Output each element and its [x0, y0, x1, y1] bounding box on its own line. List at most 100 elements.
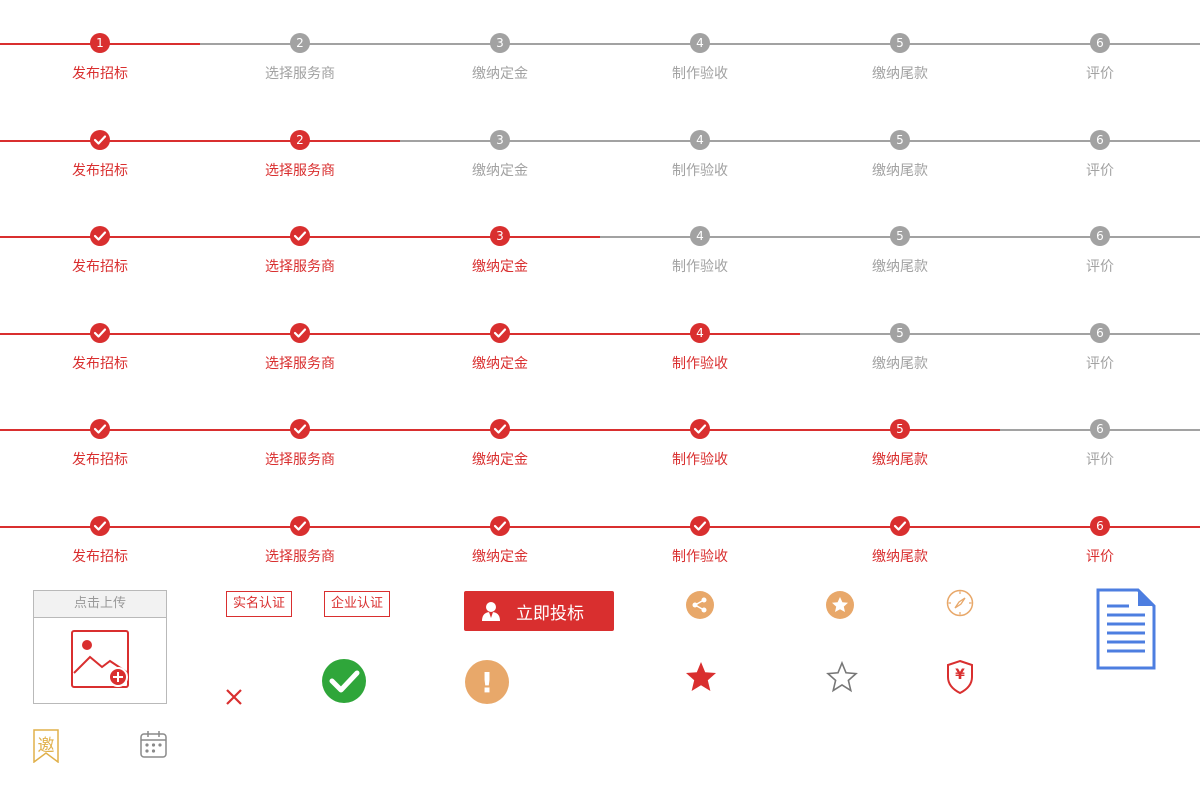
step-number-badge: 3	[490, 33, 510, 53]
step-label: 缴纳定金	[472, 549, 528, 565]
step-label: 缴纳尾款	[872, 356, 928, 372]
step-label: 评价	[1086, 452, 1114, 468]
step-label: 缴纳尾款	[872, 549, 928, 565]
step-check-icon	[90, 130, 110, 150]
step-number: 6	[1096, 133, 1104, 147]
step-number-badge: 2	[290, 130, 310, 150]
step-progress-row: 1 发布招标 2 选择服务商 3 缴纳定金 4 制作验收 5 缴纳尾款 6 评价	[0, 33, 1200, 93]
progress-line-completed	[0, 333, 800, 335]
share-icon[interactable]	[686, 591, 714, 619]
upload-label: 点击上传	[34, 591, 166, 618]
invite-ribbon-icon[interactable]: 邀	[33, 729, 59, 763]
step-number-badge: 6	[1090, 33, 1110, 53]
step-label: 发布招标	[72, 549, 128, 565]
step-number-badge: 4	[690, 323, 710, 343]
step-number: 4	[696, 36, 704, 50]
step-number: 6	[1096, 326, 1104, 340]
invite-char: 邀	[37, 736, 55, 756]
step-check-icon	[290, 516, 310, 536]
step-number-badge: 5	[890, 130, 910, 150]
step-number: 5	[896, 133, 904, 147]
image-upload-box[interactable]: 点击上传	[33, 590, 167, 704]
step-label: 评价	[1086, 163, 1114, 179]
step-label: 发布招标	[72, 452, 128, 468]
step-check-icon	[90, 419, 110, 439]
step-label: 制作验收	[672, 259, 728, 275]
step-number-badge: 6	[1090, 419, 1110, 439]
step-label: 缴纳尾款	[872, 66, 928, 82]
step-number-badge: 3	[490, 226, 510, 246]
step-check-icon	[490, 516, 510, 536]
step-label: 选择服务商	[265, 66, 335, 82]
calendar-icon[interactable]	[140, 730, 167, 758]
star-badge-icon[interactable]	[826, 591, 854, 619]
step-progress-row: 发布招标 选择服务商 缴纳定金 4 制作验收 5 缴纳尾款 6 评价	[0, 323, 1200, 383]
step-label: 制作验收	[672, 549, 728, 565]
step-check-icon	[90, 516, 110, 536]
step-number: 5	[896, 36, 904, 50]
step-number-badge: 4	[690, 226, 710, 246]
star-filled-icon[interactable]	[684, 660, 718, 694]
step-number: 4	[696, 326, 704, 340]
step-label: 选择服务商	[265, 549, 335, 565]
bid-now-label: 立即投标	[516, 603, 584, 624]
step-number: 6	[1096, 229, 1104, 243]
close-icon[interactable]	[225, 688, 243, 706]
star-outline-icon[interactable]	[825, 660, 859, 694]
step-number: 2	[296, 36, 304, 50]
step-number-badge: 5	[890, 323, 910, 343]
step-label: 缴纳尾款	[872, 259, 928, 275]
progress-line-pending	[400, 140, 1200, 142]
step-number: 5	[896, 229, 904, 243]
step-progress-row: 发布招标 选择服务商 缴纳定金 制作验收 缴纳尾款 6 评价	[0, 516, 1200, 576]
step-check-icon	[490, 419, 510, 439]
yuan-shield-icon[interactable]: ¥	[945, 659, 975, 695]
progress-line-pending	[800, 333, 1200, 335]
step-label: 缴纳尾款	[872, 163, 928, 179]
progress-line-completed	[0, 526, 1200, 528]
compass-icon[interactable]	[946, 589, 974, 617]
step-check-icon	[490, 323, 510, 343]
step-label: 发布招标	[72, 66, 128, 82]
real-name-verification-tag[interactable]: 实名认证	[226, 591, 293, 617]
step-number: 1	[96, 36, 104, 50]
step-number-badge: 4	[690, 33, 710, 53]
step-label: 选择服务商	[265, 163, 335, 179]
step-label: 缴纳定金	[472, 163, 528, 179]
step-label: 制作验收	[672, 452, 728, 468]
check-circle-icon	[322, 659, 366, 703]
step-label: 缴纳定金	[472, 356, 528, 372]
step-label: 选择服务商	[265, 452, 335, 468]
step-number: 3	[496, 133, 504, 147]
step-number: 5	[896, 326, 904, 340]
step-number-badge: 6	[1090, 130, 1110, 150]
step-number-badge: 5	[890, 419, 910, 439]
step-number: 2	[296, 133, 304, 147]
step-label: 评价	[1086, 66, 1114, 82]
step-number-badge: 6	[1090, 323, 1110, 343]
enterprise-verification-tag[interactable]: 企业认证	[324, 591, 391, 617]
step-check-icon	[90, 226, 110, 246]
person-icon	[482, 602, 500, 621]
step-label: 评价	[1086, 549, 1114, 565]
step-label: 缴纳定金	[472, 452, 528, 468]
step-number-badge: 6	[1090, 226, 1110, 246]
yuan-symbol: ¥	[955, 667, 965, 683]
document-icon[interactable]	[1096, 588, 1156, 670]
step-number: 4	[696, 133, 704, 147]
step-check-icon	[690, 419, 710, 439]
step-number-badge: 5	[890, 33, 910, 53]
warning-mark: !	[480, 665, 494, 699]
step-progress-row: 发布招标 2 选择服务商 3 缴纳定金 4 制作验收 5 缴纳尾款 6 评价	[0, 130, 1200, 190]
step-number: 6	[1096, 422, 1104, 436]
step-check-icon	[690, 516, 710, 536]
step-check-icon	[290, 419, 310, 439]
step-number: 6	[1096, 519, 1104, 533]
step-number: 3	[496, 229, 504, 243]
step-number-badge: 4	[690, 130, 710, 150]
step-number-badge: 1	[90, 33, 110, 53]
step-number: 5	[896, 422, 904, 436]
bid-now-button[interactable]: 立即投标	[464, 591, 614, 631]
step-label: 评价	[1086, 259, 1114, 275]
step-label: 选择服务商	[265, 356, 335, 372]
